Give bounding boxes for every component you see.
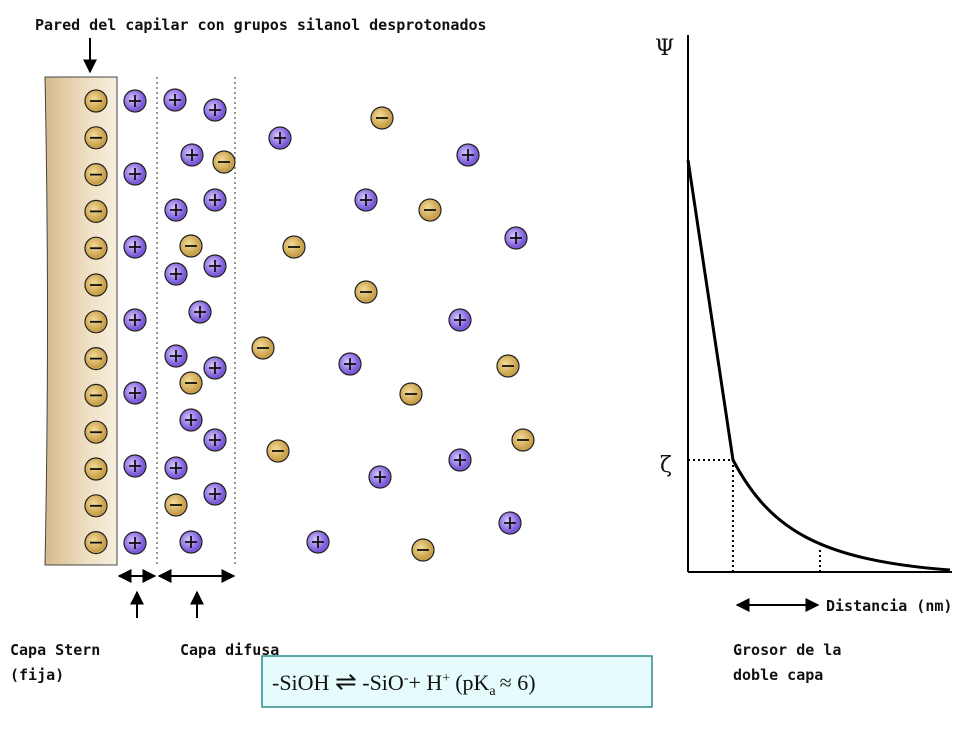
eq-sup: +: [442, 671, 450, 686]
eq-sub: a: [489, 684, 496, 699]
title: Pared del capilar con grupos silanol des…: [35, 16, 487, 34]
eq-arrow: ⇌: [335, 667, 357, 696]
stern-label: Capa Stern: [10, 641, 100, 659]
diffuse-label: Capa difusa: [180, 641, 279, 659]
stern-label: (fija): [10, 666, 64, 684]
x-axis-label: Distancia (nm): [826, 597, 952, 615]
equation: -SiOH ⇌ -SiO-+ H+ (pKa ≈ 6): [272, 667, 536, 699]
eq-part: ≈ 6): [500, 670, 536, 695]
zeta-guide: [688, 459, 734, 572]
eq-part: -SiOH: [272, 670, 330, 695]
psi-label: Ψ: [655, 36, 674, 61]
ions: [84, 88, 535, 562]
thickness-label: Grosor de la: [733, 641, 841, 659]
thickness-label: doble capa: [733, 666, 823, 684]
eq-sup: -: [404, 671, 409, 686]
eq-part: -SiO: [362, 670, 404, 695]
potential-curve: [686, 159, 951, 572]
zeta-label: ζ: [660, 453, 672, 478]
equation-box: [261, 655, 653, 708]
eq-part: + H: [408, 670, 442, 695]
eq-part: (pK: [455, 670, 489, 695]
